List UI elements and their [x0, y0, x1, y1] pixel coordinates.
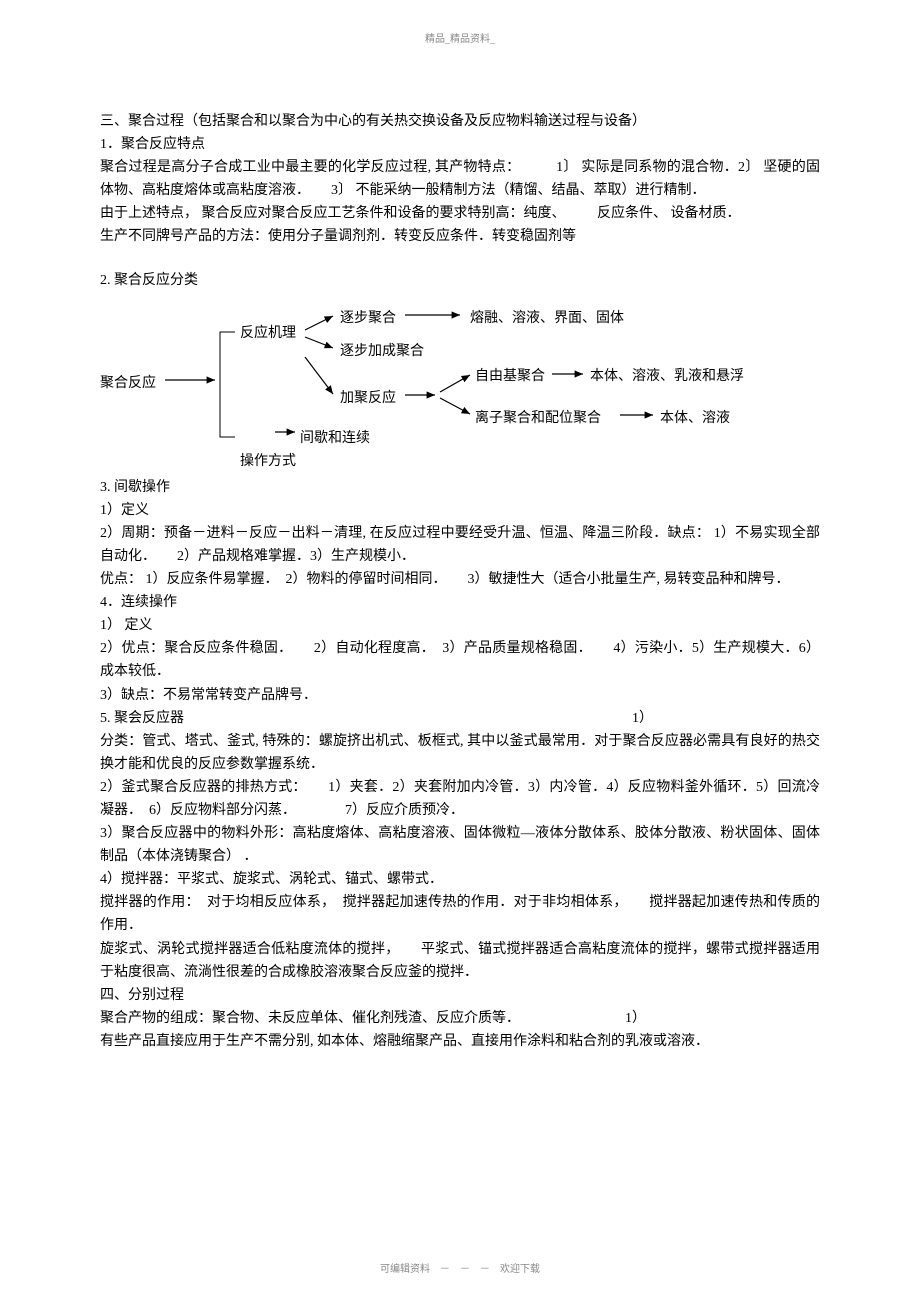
section-title: 四、分别过程 — [100, 984, 820, 1007]
paragraph: 由于上述特点， 聚合反应对聚合反应工艺条件和设备的要求特别高：纯度、 反应条件、… — [100, 202, 820, 225]
paragraph: 2）周期：预备－进料－反应－出料－清理, 在反应过程中要经受升温、恒温、降温三阶… — [100, 522, 820, 568]
paragraph: 4）搅拌器：平浆式、旋浆式、涡轮式、锚式、螺带式． — [100, 868, 820, 891]
section-title: 三、聚合过程（包括聚合和以聚合为中心的有关热交换设备及反应物料输送过程与设备） — [100, 110, 820, 133]
classification-diagram: 聚合反应 反应机理 操作方式 逐步聚合 逐步加成聚合 加聚反应 间歇和连续 熔融… — [100, 302, 820, 472]
paragraph: 分类：管式、塔式、釜式, 特殊的：螺旋挤出机式、板框式, 其中以釜式最常用．对于… — [100, 730, 820, 776]
paragraph: 2）釜式聚合反应器的排热方式： 1）夹套．2）夹套附加内冷管．3）内冷管．4）反… — [100, 776, 820, 822]
diagram-arrows — [100, 302, 820, 472]
paragraph: 聚合产物的组成：聚合物、未反应单体、催化剂残渣、反应介质等． 1） — [100, 1007, 820, 1030]
paragraph: 1） 定义 — [100, 614, 820, 637]
paragraph: 生产不同牌号产品的方法：使用分子量调剂剂．转变反应条件．转变稳固剂等 — [100, 225, 820, 248]
paragraph: 3）聚合反应器中的物料外形：高粘度熔体、高粘度溶液、固体微粒—液体分散体系、胶体… — [100, 822, 820, 868]
subsection-title: 1．聚合反应特点 — [100, 133, 820, 156]
document-content: 三、聚合过程（包括聚合和以聚合为中心的有关热交换设备及反应物料输送过程与设备） … — [100, 110, 820, 1053]
footer-watermark: 可编辑资料 － － － 欢迎下载 — [0, 1260, 920, 1275]
header-watermark: 精品_精品资料_ — [0, 30, 920, 45]
paragraph: 聚合过程是高分子合成工业中最主要的化学反应过程, 其产物特点： 1〕 实际是同系… — [100, 156, 820, 202]
paragraph: 旋浆式、涡轮式搅拌器适合低粘度流体的搅拌， 平浆式、锚式搅拌器适合高粘度流体的搅… — [100, 938, 820, 984]
subsection-title: 3. 间歇操作 — [100, 476, 820, 499]
paragraph: 优点： 1）反应条件易掌握． 2）物料的停留时间相同． 3）敏捷性大（适合小批量… — [100, 568, 820, 591]
subsection-title: 2. 聚合反应分类 — [100, 269, 820, 292]
subsection-title: 4．连续操作 — [100, 591, 820, 614]
paragraph: 3）缺点：不易常常转变产品牌号． — [100, 684, 820, 707]
subsection-title: 5. 聚会反应器 1） — [100, 707, 820, 730]
paragraph: 有些产品直接应用于生产不需分别, 如本体、熔融缩聚产品、直接用作涂料和粘合剂的乳… — [100, 1030, 820, 1053]
paragraph: 1）定义 — [100, 499, 820, 522]
paragraph: 搅拌器的作用： 对于均相反应体系， 搅拌器起加速传热的作用．对于非均相体系， 搅… — [100, 891, 820, 937]
paragraph: 2）优点：聚合反应条件稳固． 2）自动化程度高． 3）产品质量规格稳固． 4）污… — [100, 637, 820, 683]
